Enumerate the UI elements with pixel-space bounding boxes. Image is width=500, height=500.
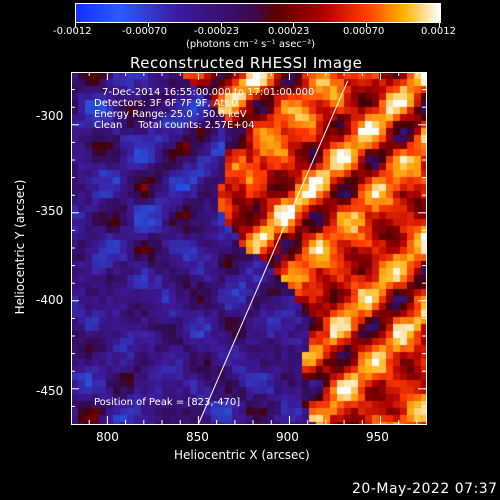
- y-tick-label: -400: [36, 293, 64, 307]
- heatmap-image: [71, 72, 426, 424]
- colorbar: [75, 3, 441, 23]
- colorbar-tick-label: 0.00023: [268, 26, 310, 37]
- annotation-time-range: 7-Dec-2014 16:55:00.000 to 17:01:00.000: [102, 87, 315, 98]
- y-tick-label: -450: [36, 384, 64, 398]
- annotation-total-counts: Clean Total counts: 2.57E+04: [94, 120, 255, 131]
- annotation-peak-position: Position of Peak = [823,-470]: [94, 397, 241, 408]
- colorbar-tick-label: -0.00023: [194, 26, 239, 37]
- y-tick-label: -350: [36, 204, 64, 218]
- x-tick-label: 850: [186, 430, 209, 444]
- colorbar-tick-label: 0.00070: [343, 26, 385, 37]
- colorbar-tick-label: -0.00070: [122, 26, 167, 37]
- chart-title: Reconstructed RHESSI Image: [130, 54, 363, 72]
- x-tick-label: 900: [276, 430, 299, 444]
- annotation-detectors: Detectors: 3F 6F 7F 9F, Att 0: [94, 98, 238, 109]
- colorbar-ticks: [75, 22, 440, 27]
- annotation-energy-range: Energy Range: 25.0 - 50.0 keV: [94, 109, 247, 120]
- colorbar-gradient: [76, 4, 440, 22]
- colorbar-tick-label: 0.0012: [421, 26, 456, 37]
- y-axis-label: Heliocentric Y (arcsec): [13, 179, 27, 315]
- solar-limb-line: [197, 80, 349, 425]
- timestamp: 20-May-2022 07:37: [352, 481, 498, 497]
- colorbar-units: (photons cm⁻² s⁻¹ asec⁻²): [186, 39, 316, 50]
- x-axis-label: Heliocentric X (arcsec): [174, 448, 310, 462]
- x-tick-label: 800: [96, 430, 119, 444]
- x-tick-label: 950: [366, 430, 389, 444]
- colorbar-tick-label: -0.0012: [53, 26, 92, 37]
- y-tick-label: -300: [36, 109, 64, 123]
